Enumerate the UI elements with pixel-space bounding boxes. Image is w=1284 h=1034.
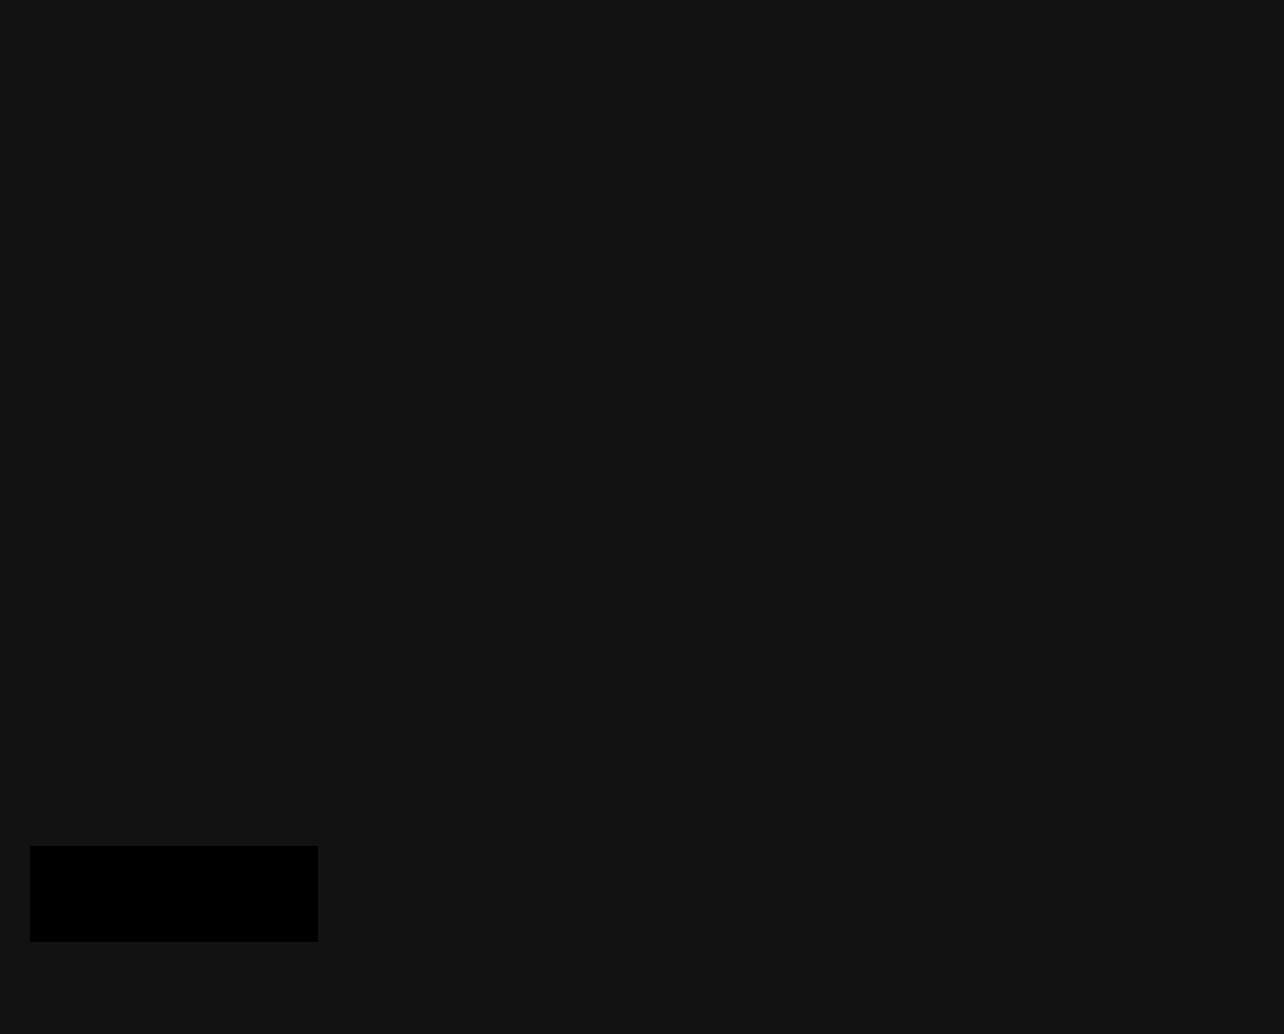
redacted-box xyxy=(30,846,318,942)
